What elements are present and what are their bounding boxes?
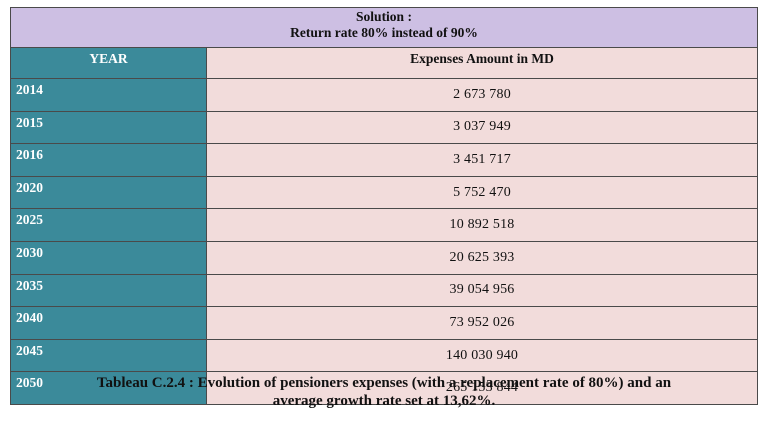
year-cell: 2020 [10,175,207,210]
caption-line-1: Tableau C.2.4 : Evolution of pensioners … [96,375,672,391]
table-row: 2016 3 451 717 [10,143,759,177]
table-subtitle: Return rate 80% instead of 90% [290,25,478,40]
amount-cell: 140 030 940 [205,338,759,373]
table-row: 2040 73 952 026 [10,306,759,340]
table-row: 2020 5 752 470 [10,175,759,210]
year-cell: 2045 [10,338,207,373]
amount-cell: 73 952 026 [205,306,759,340]
amount-cell: 10 892 518 [205,208,759,242]
table-row: 2035 39 054 956 [10,273,759,308]
table-row: 2025 10 892 518 [10,208,759,242]
table-caption: Tableau C.2.4 : Evolution of pensioners … [0,374,768,410]
amount-cell: 3 451 717 [205,143,759,177]
year-cell: 2050 [10,371,207,405]
table-row: 2045 140 030 940 [10,338,759,373]
table-title: Solution : [356,9,412,24]
year-cell: 2040 [10,306,207,340]
amount-cell: 2 673 780 [205,78,759,112]
year-cell: 2014 [10,78,207,112]
amount-cell: 3 037 949 [205,110,759,145]
table-row: 2050 265 153 844 [10,371,759,405]
amount-cell: 39 054 956 [205,273,759,308]
year-cell: 2035 [10,273,207,308]
amount-cell: 5 752 470 [205,175,759,210]
column-header-row: YEAR Expenses Amount in MD [10,47,759,79]
table-row: 2030 20 625 393 [10,240,759,275]
year-column-header: YEAR [10,47,207,79]
table-row: 2014 2 673 780 [10,78,759,112]
table-row: 2015 3 037 949 [10,110,759,145]
year-cell: 2015 [10,110,207,145]
year-cell: 2016 [10,143,207,177]
year-cell: 2030 [10,240,207,275]
amount-column-header: Expenses Amount in MD [205,47,759,79]
caption-line-2: average growth rate set at 13,62%. [272,393,496,409]
table-title-cell: Solution : Return rate 80% instead of 90… [9,7,759,48]
year-cell: 2025 [10,208,207,242]
table-container: Solution : Return rate 80% instead of 90… [9,7,759,405]
amount-cell: 265 153 844 [205,371,759,405]
amount-cell: 20 625 393 [205,240,759,275]
table-title-row: Solution : Return rate 80% instead of 90… [9,7,759,48]
expenses-table: Solution : Return rate 80% instead of 90… [9,7,759,405]
